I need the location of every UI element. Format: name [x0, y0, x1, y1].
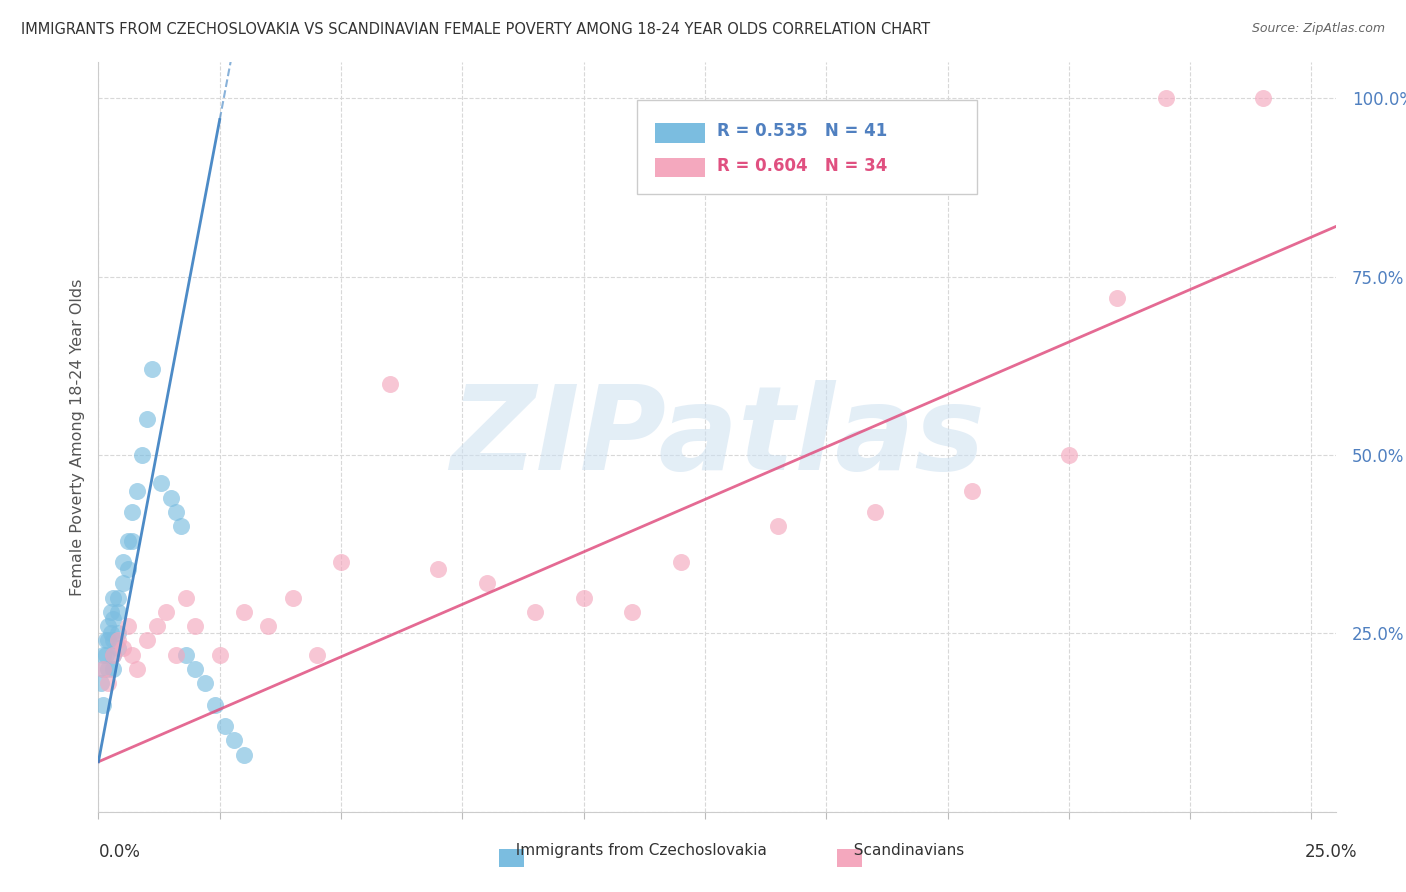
Point	[117, 562, 139, 576]
Point	[101, 648, 124, 662]
Point	[101, 612, 124, 626]
Point	[165, 648, 187, 662]
Point	[1057, 448, 1080, 462]
Point	[107, 591, 129, 605]
Point	[621, 605, 644, 619]
Bar	[837, 849, 862, 867]
Point	[233, 747, 256, 762]
Point	[94, 633, 117, 648]
Point	[257, 619, 280, 633]
Point	[100, 626, 122, 640]
Point	[174, 591, 197, 605]
Point	[111, 555, 134, 569]
Point	[766, 519, 789, 533]
Point	[669, 555, 692, 569]
Point	[90, 676, 112, 690]
Bar	[499, 849, 524, 867]
Point	[150, 476, 173, 491]
Point	[107, 640, 129, 655]
Point	[184, 662, 207, 676]
Point	[155, 605, 177, 619]
Text: IMMIGRANTS FROM CZECHOSLOVAKIA VS SCANDINAVIAN FEMALE POVERTY AMONG 18-24 YEAR O: IMMIGRANTS FROM CZECHOSLOVAKIA VS SCANDI…	[21, 22, 931, 37]
Point	[330, 555, 353, 569]
Point	[107, 633, 129, 648]
Point	[91, 698, 114, 712]
Point	[863, 505, 886, 519]
Point	[111, 640, 134, 655]
Point	[97, 676, 120, 690]
Point	[107, 626, 129, 640]
Point	[121, 505, 143, 519]
Point	[101, 633, 124, 648]
Point	[101, 648, 124, 662]
Point	[572, 591, 595, 605]
Point	[127, 483, 149, 498]
Point	[121, 648, 143, 662]
Point	[224, 733, 246, 747]
Point	[136, 412, 159, 426]
Text: 25.0%: 25.0%	[1305, 843, 1357, 861]
Point	[233, 605, 256, 619]
Point	[107, 605, 129, 619]
Point	[145, 619, 167, 633]
Point	[524, 605, 547, 619]
Point	[91, 648, 114, 662]
Text: Source: ZipAtlas.com: Source: ZipAtlas.com	[1251, 22, 1385, 36]
Point	[208, 648, 231, 662]
Text: Immigrants from Czechoslovakia: Immigrants from Czechoslovakia	[506, 843, 768, 858]
Point	[97, 619, 120, 633]
Point	[281, 591, 304, 605]
Point	[117, 619, 139, 633]
Point	[94, 648, 117, 662]
Point	[141, 362, 163, 376]
Y-axis label: Female Poverty Among 18-24 Year Olds: Female Poverty Among 18-24 Year Olds	[69, 278, 84, 596]
Point	[204, 698, 226, 712]
Point	[117, 533, 139, 548]
Point	[184, 619, 207, 633]
Point	[127, 662, 149, 676]
Point	[97, 633, 120, 648]
Text: R = 0.604   N = 34: R = 0.604 N = 34	[717, 157, 887, 175]
Text: ZIPatlas: ZIPatlas	[450, 380, 984, 494]
FancyBboxPatch shape	[637, 100, 977, 194]
Point	[170, 519, 193, 533]
Text: R = 0.535   N = 41: R = 0.535 N = 41	[717, 122, 887, 140]
Point	[378, 376, 401, 391]
Point	[165, 505, 187, 519]
Point	[1251, 91, 1274, 105]
Point	[111, 576, 134, 591]
Point	[194, 676, 217, 690]
Point	[136, 633, 159, 648]
Point	[160, 491, 183, 505]
Point	[101, 591, 124, 605]
Bar	[655, 123, 704, 143]
Point	[1107, 291, 1129, 305]
Point	[174, 648, 197, 662]
Point	[427, 562, 450, 576]
Text: 0.0%: 0.0%	[98, 843, 141, 861]
Point	[960, 483, 983, 498]
Bar	[655, 158, 704, 178]
Point	[1154, 91, 1177, 105]
Point	[101, 662, 124, 676]
Point	[305, 648, 328, 662]
Point	[91, 662, 114, 676]
Point	[91, 662, 114, 676]
Point	[100, 605, 122, 619]
Point	[97, 662, 120, 676]
Point	[214, 719, 236, 733]
Point	[475, 576, 498, 591]
Text: Scandinavians: Scandinavians	[844, 843, 965, 858]
Point	[121, 533, 143, 548]
Point	[131, 448, 153, 462]
